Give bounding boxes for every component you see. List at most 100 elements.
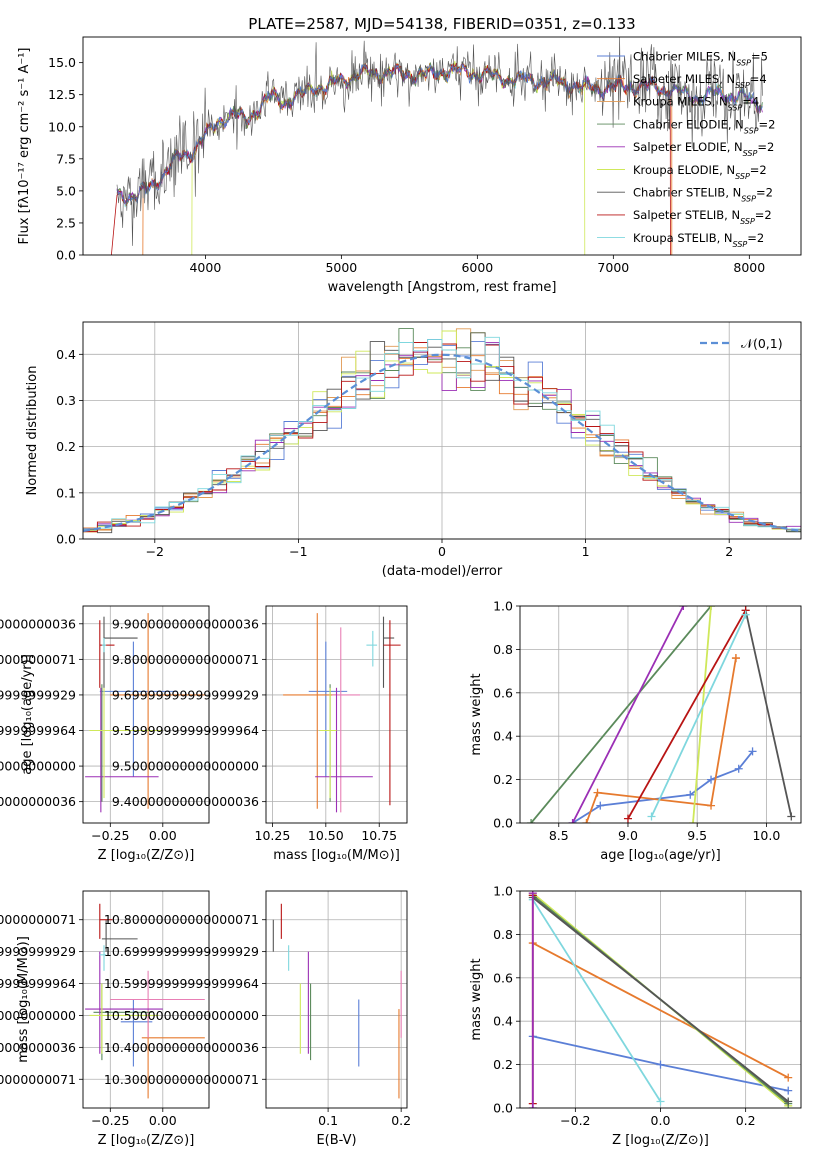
x-tick-label: 0 [438, 544, 446, 559]
legend-label: Chabrier MILES, NSSP=5 [633, 49, 768, 67]
legend-subscript: SSP [740, 217, 755, 226]
x-tick-label: 0.2 [391, 1113, 411, 1128]
y-tick-label: 0.8 [493, 642, 513, 657]
axes-frame [82, 321, 802, 540]
legend-subscript: SSP [736, 58, 751, 67]
series-marker [582, 819, 591, 823]
series-marker [528, 1104, 537, 1108]
series-line [585, 657, 737, 823]
y-tick-label: 9.90000000000000036 [0, 616, 76, 631]
series-marker [647, 812, 656, 821]
legend-label: Chabrier STELIB, NSSP=2 [633, 186, 773, 204]
y-tick-label: 0.3 [56, 393, 76, 408]
gaussian-curve [83, 353, 801, 532]
axes-frame [265, 605, 408, 824]
x-tick-label: −2 [146, 544, 164, 559]
y-tick-label: 12.5 [48, 87, 76, 102]
y-tick-label: 10.0 [48, 119, 76, 134]
y-tick-label: 0.4 [493, 1014, 513, 1029]
series-marker [707, 801, 716, 810]
spectrum-lines [110, 37, 763, 255]
series-lines [528, 891, 793, 1108]
x-tick-label: 0.00 [149, 1113, 177, 1128]
x-tick-label: 8000 [733, 260, 765, 275]
y-tick-label: 0.0 [493, 1101, 513, 1116]
x-tick-label: 7000 [597, 260, 629, 275]
x-tick-label: 10.50 [308, 828, 344, 843]
x-tick-label: 6000 [461, 260, 493, 275]
massweight-vs-Z-panel: −0.2 0.0 0.2 0.0 0.2 0.4 0.6 0.8 1.0 Z [log₁₀(Z/Z… [469, 884, 802, 1148]
series-line [627, 609, 747, 820]
series-marker [623, 814, 632, 823]
x-tick-label: 8.5 [549, 828, 569, 843]
y-tick-label: 0.6 [493, 970, 513, 985]
series-marker [784, 1086, 793, 1095]
series-marker [707, 775, 716, 784]
legend-label: Kroupa ELODIE, NSSP=2 [633, 163, 767, 181]
legend-label: Kroupa MILES, NSSP=4 [633, 95, 759, 113]
y-tick-label: 10.69999999999999929 [0, 944, 76, 959]
series-marker [656, 1060, 665, 1069]
y-tick-label: 0.0 [493, 816, 513, 831]
x-tick-label: 10.25 [255, 828, 291, 843]
series-marker [568, 819, 577, 823]
y-tick-label: 10.80000000000000071 [0, 912, 76, 927]
x-tick-label: 2 [725, 544, 733, 559]
y-tick-label: 10.59999999999999964 [0, 976, 76, 991]
axes-frame [519, 890, 802, 1109]
y-tick-label: 9.59999999999999964 [112, 723, 259, 738]
axes-frame [82, 605, 210, 824]
series-line [650, 614, 747, 817]
x-axis-label: Z [log₁₀(Z/Z⊙)] [612, 1133, 709, 1148]
x-tick-label: 0.1 [318, 1113, 338, 1128]
series-line [571, 606, 685, 823]
y-axis-label: Flux [fλ10⁻¹⁷ erg cm⁻² s⁻¹ A⁻¹] [17, 48, 32, 245]
x-axis-label: Z [log₁₀(Z/Z⊙)] [98, 848, 195, 863]
y-axis-label: mass weight [469, 673, 484, 755]
residuals-panel: −2 −1 0 1 2 0.0 0.1 0.2 0.3 0.4 (data-model)/error… [25, 321, 802, 579]
spectrum-panel: PLATE=2587, MJD=54138, FIBERID=0351, z=0… [17, 15, 802, 295]
y-tick-label: 0.2 [493, 772, 513, 787]
legend-subscript: SSP [733, 239, 748, 248]
series-marker [784, 1097, 793, 1106]
series-marker [734, 764, 743, 773]
errorbars [283, 613, 401, 813]
y-tick-label: 10.80000000000000071 [104, 912, 259, 927]
legend-label: Salpeter MILES, NSSP=4 [633, 72, 767, 90]
y-tick-label: 0.1 [56, 485, 76, 500]
mass-vs-Z-panel: −0.25 0.00 10.30000000000000071 10.40000000… [0, 890, 210, 1148]
series-marker [686, 790, 695, 799]
y-axis-label: age [log₁₀(age/yr)] [20, 654, 35, 775]
axes-frame [82, 890, 210, 1109]
series-line [692, 606, 712, 823]
massweight-vs-age-panel: 8.5 9.0 9.5 10.0 0.0 0.2 0.4 0.6 0.8 1.0 age [log₁… [469, 599, 802, 863]
x-axis-label: wavelength [Angstrom, rest frame] [328, 280, 557, 295]
x-tick-label: 0.0 [651, 1113, 671, 1128]
y-tick-label: 1.0 [493, 599, 513, 614]
x-axis-label: E(B-V) [316, 1133, 356, 1148]
spectrum-series-line [191, 60, 586, 255]
y-tick-label: 10.30000000000000071 [0, 1072, 76, 1087]
y-tick-label: 10.69999999999999929 [104, 944, 259, 959]
series-marker [731, 654, 740, 663]
y-tick-label: 15.0 [48, 55, 76, 70]
y-axis-label: Normed distribution [25, 366, 40, 496]
y-tick-label: 9.69999999999999929 [112, 687, 259, 702]
series-marker [707, 606, 716, 610]
y-tick-label: 0.4 [493, 729, 513, 744]
axes-frame [265, 890, 408, 1109]
spectrum-series-line [116, 37, 763, 246]
y-tick-label: 9.80000000000000071 [112, 652, 259, 667]
legend-label: Salpeter ELODIE, NSSP=2 [633, 140, 774, 158]
x-tick-label: −1 [289, 544, 307, 559]
errorbars [85, 613, 205, 813]
x-tick-label: −0.25 [91, 1113, 129, 1128]
y-tick-label: 10.40000000000000036 [104, 1040, 259, 1055]
legend-subscript: SSP [744, 126, 759, 135]
y-tick-label: 10.50000000000000000 [104, 1008, 259, 1023]
series-marker [593, 788, 602, 797]
legend-label: Kroupa STELIB, NSSP=2 [633, 231, 764, 249]
x-axis-label: (data-model)/error [382, 564, 503, 579]
y-tick-label: 9.50000000000000000 [0, 759, 76, 774]
